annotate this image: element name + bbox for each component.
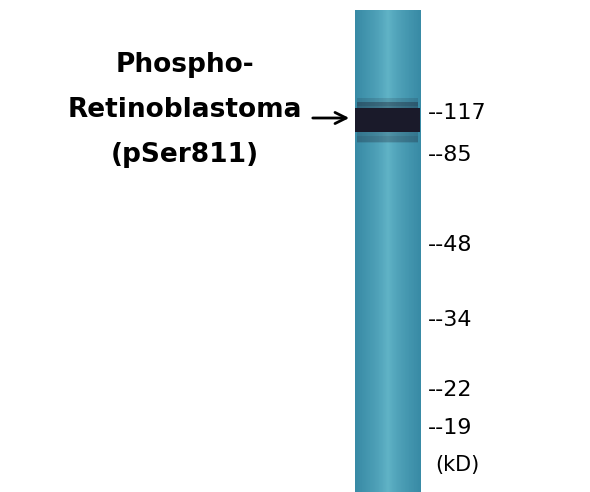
Bar [414,10,415,492]
Bar [388,10,389,492]
Text: --117: --117 [428,103,487,123]
Bar [360,10,361,492]
Bar [415,10,417,492]
Bar [418,10,419,492]
Bar [380,10,382,492]
Bar [369,10,370,492]
Bar [384,10,385,492]
Bar [357,98,418,106]
Bar [399,10,400,492]
Bar [383,10,384,492]
Bar [390,10,391,492]
Bar [410,10,412,492]
Bar [377,10,378,492]
Bar [395,10,396,492]
Text: --85: --85 [428,145,473,165]
Bar [363,10,365,492]
Bar [401,10,402,492]
Bar [411,10,412,492]
Bar [389,10,391,492]
Bar [372,10,373,492]
Text: Phospho-: Phospho- [116,52,254,78]
Bar [360,10,362,492]
Bar [362,10,363,492]
Bar [356,10,358,492]
Bar [358,10,359,492]
Bar [394,10,395,492]
Bar [355,10,356,492]
Bar [398,10,399,492]
Bar [379,10,380,492]
Bar [357,132,418,142]
Bar [376,10,378,492]
Text: --34: --34 [428,310,473,330]
Bar [366,10,367,492]
Bar [365,10,366,492]
Bar [414,10,415,492]
Bar [371,10,372,492]
Bar [357,136,418,143]
Bar [357,102,418,114]
Bar [386,10,388,492]
Bar [402,10,404,492]
Bar [393,10,395,492]
Bar [355,108,420,132]
Bar [368,10,369,492]
Bar [388,10,389,492]
Bar [399,10,401,492]
Bar [409,10,410,492]
Text: Retinoblastoma: Retinoblastoma [68,97,302,123]
Bar [358,10,359,492]
Bar [366,10,368,492]
Bar [392,10,394,492]
Bar [403,10,404,492]
Bar [356,10,357,492]
Bar [386,10,387,492]
Bar [412,10,414,492]
Bar [384,10,385,492]
Bar [404,10,405,492]
Bar [362,10,363,492]
Bar [397,10,399,492]
Bar [382,10,383,492]
Bar [371,10,372,492]
Bar [364,10,365,492]
Bar [396,10,398,492]
Text: --19: --19 [428,418,473,438]
Bar [405,10,407,492]
Bar [416,10,417,492]
Bar [417,10,418,492]
Bar [373,10,375,492]
Bar [367,10,369,492]
Text: --22: --22 [428,380,473,400]
Bar [408,10,409,492]
Bar [412,10,413,492]
Bar [407,10,408,492]
Bar [373,10,374,492]
Bar [401,10,402,492]
Bar [378,10,379,492]
Bar [392,10,393,492]
Bar [405,10,406,492]
Text: (pSer811): (pSer811) [111,142,259,168]
Bar [418,10,419,492]
Bar [379,10,381,492]
Bar [409,10,411,492]
Bar [381,10,382,492]
Bar [375,10,376,492]
Bar [419,10,421,492]
Bar [385,10,386,492]
Bar [375,10,376,492]
Bar [406,10,408,492]
Bar [391,10,392,492]
Bar [359,10,360,492]
Text: (kD): (kD) [435,455,479,475]
Bar [369,10,371,492]
Bar [396,10,397,492]
Text: --48: --48 [428,235,473,255]
